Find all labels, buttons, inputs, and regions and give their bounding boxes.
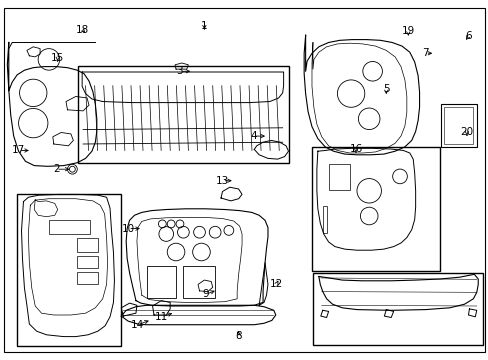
- Text: 17: 17: [12, 145, 25, 156]
- Text: 2: 2: [53, 164, 60, 174]
- Text: 10: 10: [122, 224, 134, 234]
- Text: 4: 4: [249, 131, 256, 141]
- Text: 14: 14: [131, 320, 144, 330]
- Text: 18: 18: [75, 24, 89, 35]
- Text: 13: 13: [215, 176, 229, 186]
- Text: 7: 7: [421, 48, 428, 58]
- Text: 19: 19: [401, 26, 414, 36]
- Text: 12: 12: [269, 279, 283, 289]
- Text: 20: 20: [460, 127, 472, 138]
- Text: 3: 3: [176, 66, 183, 76]
- Text: 15: 15: [51, 53, 64, 63]
- Text: 5: 5: [382, 84, 389, 94]
- Text: 6: 6: [464, 31, 471, 41]
- Text: 1: 1: [201, 21, 207, 31]
- Text: 11: 11: [154, 312, 168, 322]
- Text: 9: 9: [202, 289, 208, 300]
- Text: 8: 8: [235, 330, 242, 341]
- Text: 16: 16: [348, 144, 362, 154]
